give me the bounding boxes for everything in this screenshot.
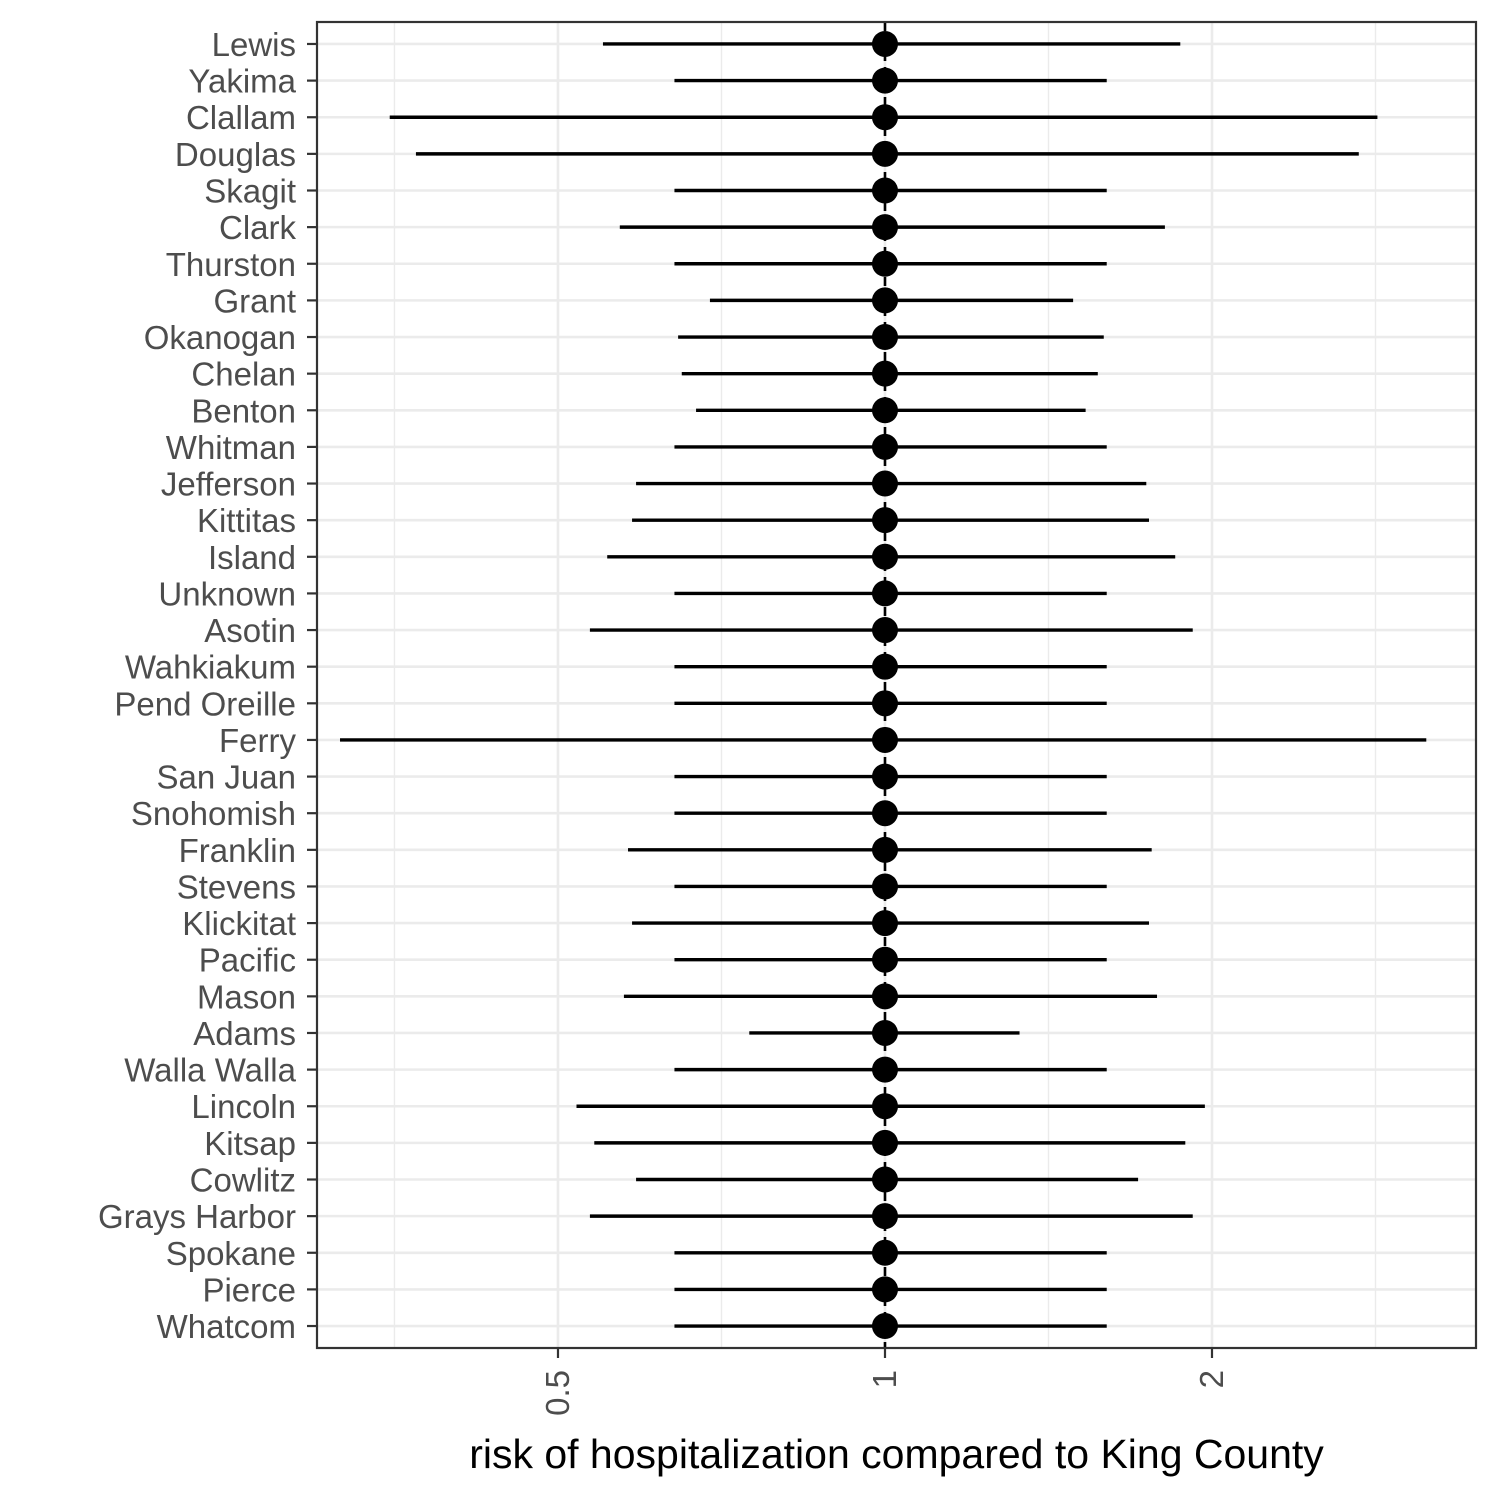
y-tick-label: Skagit: [204, 172, 296, 209]
estimate-point: [871, 836, 898, 863]
grid-minor-lines: [393, 22, 1377, 1348]
y-tick-label: Clallam: [186, 99, 296, 136]
plot-panel: [317, 22, 1476, 1348]
y-tick-label: Kittitas: [197, 502, 296, 539]
estimate-point: [871, 250, 898, 277]
estimate-point: [871, 30, 898, 57]
y-tick-label: Island: [208, 539, 296, 576]
estimate-point: [871, 433, 898, 460]
estimate-point: [871, 910, 898, 937]
estimate-point: [871, 946, 898, 973]
estimate-point: [871, 763, 898, 790]
estimate-point: [871, 617, 898, 644]
estimate-point: [871, 983, 898, 1010]
y-tick-label: Benton: [191, 392, 296, 429]
estimate-point: [871, 726, 898, 753]
y-tick-label: Thurston: [166, 246, 296, 283]
y-tick-label: Franklin: [179, 832, 296, 869]
estimate-point: [871, 1203, 898, 1230]
plot-panel-border: [315, 20, 1478, 1350]
estimate-point: [871, 1129, 898, 1156]
y-tick-label: Pacific: [199, 942, 296, 979]
estimate-points: [871, 30, 898, 1340]
estimate-point: [871, 67, 898, 94]
estimate-point: [871, 1019, 898, 1046]
y-tick-label: Asotin: [204, 612, 296, 649]
y-tick-label: Grays Harbor: [98, 1198, 296, 1235]
estimate-point: [871, 580, 898, 607]
y-tick-label: Okanogan: [144, 319, 296, 356]
estimate-point: [871, 873, 898, 900]
y-tick-label: San Juan: [157, 759, 296, 796]
y-tick-label: Whitman: [166, 429, 296, 466]
estimate-point: [871, 1313, 898, 1340]
estimate-point: [871, 653, 898, 680]
y-tick-label: Spokane: [166, 1235, 296, 1272]
estimate-point: [871, 1056, 898, 1083]
y-tick-label: Mason: [197, 978, 296, 1015]
y-tick-label: Yakima: [188, 63, 296, 100]
estimate-point: [871, 1166, 898, 1193]
estimate-point: [871, 1276, 898, 1303]
y-tick-label: Cowlitz: [190, 1162, 296, 1199]
y-tick-label: Whatcom: [157, 1308, 296, 1345]
estimate-point: [871, 177, 898, 204]
y-tick-label: Douglas: [175, 136, 296, 173]
y-tick-label: Chelan: [191, 356, 296, 393]
y-tick-label: Pierce: [202, 1271, 296, 1308]
x-tick-label: 1: [866, 1370, 903, 1388]
estimate-point: [871, 690, 898, 717]
y-tick-label: Jefferson: [161, 466, 296, 503]
estimate-point: [871, 1239, 898, 1266]
estimate-point: [871, 104, 898, 131]
y-tick-label: Kitsap: [204, 1125, 296, 1162]
y-tick-label: Klickitat: [182, 905, 296, 942]
y-tick-label: Snohomish: [131, 795, 296, 832]
y-tick-label: Clark: [219, 209, 297, 246]
y-tick-label: Unknown: [158, 575, 296, 612]
x-tick-label: 0.5: [539, 1370, 576, 1416]
y-tick-label: Lewis: [212, 26, 296, 63]
y-tick-label: Ferry: [219, 722, 296, 759]
estimate-point: [871, 470, 898, 497]
x-axis-ticks: 0.5 1 2: [539, 1348, 1230, 1416]
estimate-point: [871, 397, 898, 424]
y-tick-label: Stevens: [177, 868, 296, 905]
estimate-point: [871, 1093, 898, 1120]
y-tick-label: Grant: [213, 282, 296, 319]
x-tick-label: 2: [1193, 1370, 1230, 1388]
estimate-point: [871, 324, 898, 351]
y-axis-ticks: LewisYakimaClallamDouglasSkagitClarkThur…: [98, 26, 317, 1345]
y-tick-label: Walla Walla: [124, 1052, 296, 1089]
y-tick-label: Adams: [193, 1015, 296, 1052]
estimate-point: [871, 800, 898, 827]
y-tick-label: Lincoln: [191, 1088, 296, 1125]
estimate-point: [871, 507, 898, 534]
x-axis-title: risk of hospitalization compared to King…: [469, 1431, 1324, 1477]
estimate-point: [871, 543, 898, 570]
estimate-point: [871, 214, 898, 241]
estimate-point: [871, 140, 898, 167]
estimate-point: [871, 360, 898, 387]
y-tick-label: Pend Oreille: [114, 685, 296, 722]
y-tick-label: Wahkiakum: [125, 649, 296, 686]
estimate-point: [871, 287, 898, 314]
